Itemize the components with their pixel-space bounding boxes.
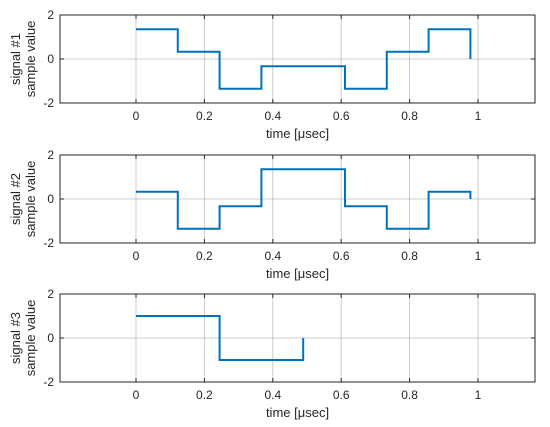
chart-panel-3: 0 0.2 0.4 0.6 0.8 1 -2 0 2 time [μsec] signal #3 sa… xyxy=(8,287,536,420)
x-tick-label: 0.4 xyxy=(264,249,281,263)
y-axis-label: signal #2 xyxy=(8,173,23,225)
y-tick-label: -2 xyxy=(43,236,54,250)
y-tick-label: 0 xyxy=(47,192,54,206)
x-tick-label: 1 xyxy=(475,249,482,263)
x-tick-label: 0 xyxy=(133,388,140,402)
x-tick-label: 0.2 xyxy=(196,388,213,402)
y-axis-label: sample value xyxy=(23,300,38,377)
x-tick-label: 0.8 xyxy=(401,109,418,123)
x-tick-label: 0.6 xyxy=(333,109,350,123)
x-tick-label: 1 xyxy=(475,109,482,123)
x-tick-label: 1 xyxy=(475,388,482,402)
x-tick-label: 0.2 xyxy=(196,109,213,123)
y-tick-label: 2 xyxy=(47,8,54,22)
y-tick-label: -2 xyxy=(43,96,54,110)
chart-panel-1: 0 0.2 0.4 0.6 0.8 1 -2 0 2 time [μsec] signal #1 sa… xyxy=(8,8,536,141)
x-tick-label: 0.8 xyxy=(401,249,418,263)
y-tick-label: 0 xyxy=(47,331,54,345)
x-axis-label: time [μsec] xyxy=(266,405,329,420)
x-axis-label: time [μsec] xyxy=(266,126,329,141)
signal-1-series-line xyxy=(135,28,472,90)
x-axis-label: time [μsec] xyxy=(266,266,329,281)
chart-panel-2: 0 0.2 0.4 0.6 0.8 1 -2 0 2 time [μsec] signal #2 sa… xyxy=(8,148,536,281)
x-tick-label: 0 xyxy=(133,249,140,263)
y-axis-label: signal #1 xyxy=(8,33,23,85)
signal-2-series-line xyxy=(135,168,472,230)
y-axis-label: sample value xyxy=(23,161,38,238)
y-axis-label: signal #3 xyxy=(8,312,23,364)
x-tick-label: 0.6 xyxy=(333,249,350,263)
y-tick-label: -2 xyxy=(43,375,54,389)
x-tick-label: 0.6 xyxy=(333,388,350,402)
x-tick-label: 0.4 xyxy=(264,388,281,402)
y-axis-label: sample value xyxy=(23,21,38,98)
y-tick-label: 0 xyxy=(47,52,54,66)
y-tick-label: 2 xyxy=(47,287,54,301)
x-tick-label: 0 xyxy=(133,109,140,123)
x-tick-label: 0.4 xyxy=(264,109,281,123)
signal-3-series-line xyxy=(135,315,305,361)
x-tick-label: 0.2 xyxy=(196,249,213,263)
x-tick-label: 0.8 xyxy=(401,388,418,402)
y-tick-label: 2 xyxy=(47,148,54,162)
